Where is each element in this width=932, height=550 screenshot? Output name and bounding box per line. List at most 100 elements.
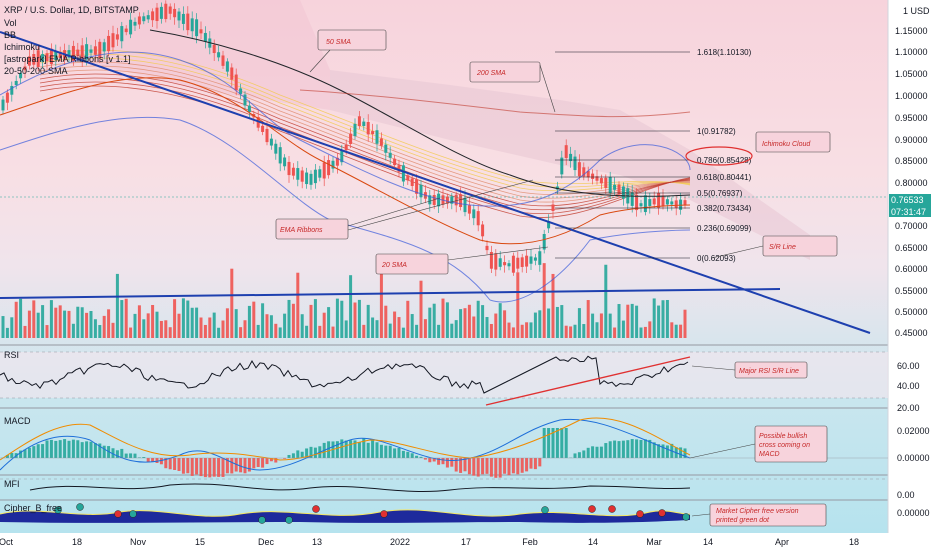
macd-bar — [635, 439, 639, 458]
indicator-sma[interactable]: 20-50-200-SMA — [4, 66, 68, 76]
callout-rsi-sr[interactable]: Major RSI S/R Line — [691, 361, 808, 379]
volume-bar — [617, 304, 621, 338]
indicator-bb[interactable]: BB — [4, 30, 16, 40]
candle-body — [406, 175, 410, 181]
callout-ichimoku[interactable]: Ichimoku Cloud — [755, 131, 831, 153]
candle-body — [437, 193, 441, 207]
volume-bar — [472, 316, 476, 338]
volume-bar — [441, 298, 445, 338]
indicator-ichimoku[interactable]: Ichimoku — [4, 42, 40, 52]
candle-body — [335, 157, 339, 166]
ema-ribbon-line — [39, 81, 691, 215]
macd-bar — [177, 458, 181, 471]
callout-sr-line[interactable]: S/R Line — [711, 235, 838, 259]
candle-body — [239, 88, 243, 94]
macd-bar — [340, 439, 344, 458]
callout-ema-ribbons[interactable]: EMA Ribbons — [275, 179, 534, 240]
candle-body — [349, 133, 353, 144]
candle-body — [49, 48, 53, 65]
volume-bar — [657, 305, 661, 338]
callout-200-sma[interactable]: 200 SMA — [469, 61, 556, 113]
symbol-title[interactable]: XRP / U.S. Dollar, 1D, BITSTAMP — [4, 5, 139, 15]
volume-bar — [665, 299, 669, 338]
volume-bar — [199, 317, 203, 338]
ichimoku-cloud-early — [60, 0, 330, 110]
macd-bar — [269, 458, 273, 462]
volume-bar — [296, 272, 300, 338]
macd-label[interactable]: MACD — [4, 416, 31, 426]
volume-bar — [529, 322, 533, 338]
macd-bar — [296, 450, 300, 458]
cipher-label[interactable]: Cipher_B_free — [4, 503, 62, 513]
candle-body — [274, 143, 278, 154]
macd-bar — [239, 458, 243, 473]
fib-label: 1(0.91782) — [697, 127, 736, 136]
candle-body — [23, 66, 27, 71]
callout-sr-line-text: S/R Line — [769, 244, 796, 251]
candle-body — [683, 200, 687, 205]
candle-body — [652, 198, 656, 205]
macd-bar — [291, 453, 295, 458]
macd-bar — [221, 458, 225, 477]
candle-body — [428, 195, 432, 205]
macd-bar — [58, 440, 62, 458]
candle-body — [190, 18, 194, 32]
candle-body — [217, 52, 221, 58]
macd-bar — [173, 458, 177, 470]
ichimoku-cloud — [330, 70, 810, 260]
macd-bar — [23, 449, 27, 458]
volume-bar — [261, 303, 265, 338]
support-trendline[interactable] — [0, 288, 781, 299]
candle-body — [195, 19, 199, 37]
candle-body — [155, 7, 159, 22]
countdown-tag — [889, 206, 931, 217]
callout-cipher-text: Market Cipher free version printed green… — [715, 508, 800, 524]
candle-body — [269, 138, 273, 146]
macd-bar — [511, 458, 515, 474]
indicator-vol[interactable]: Vol — [4, 18, 17, 28]
time-tick: 14 — [703, 537, 713, 547]
macd-bar — [366, 442, 370, 458]
rsi-tick: 60.00 — [897, 361, 920, 371]
volume-bar — [252, 301, 256, 338]
candle-body — [93, 46, 97, 55]
macd-bar — [349, 440, 353, 458]
candle-body — [582, 167, 586, 177]
mfi-label[interactable]: MFI — [4, 479, 20, 489]
macd-signal-line — [0, 417, 691, 461]
macd-bar — [199, 458, 203, 477]
volume-bar — [225, 308, 229, 338]
volume-bar — [265, 314, 269, 338]
candle-body — [489, 252, 493, 269]
callout-20-sma[interactable]: 20 SMA — [375, 246, 549, 275]
macd-bar — [67, 440, 71, 458]
volume-bar — [5, 327, 9, 338]
indicator-ema-ribbons[interactable]: [astropark] EMA Ribbons [v 1.1] — [4, 54, 131, 64]
cipher-dot — [682, 513, 690, 521]
descending-trendline[interactable] — [0, 31, 871, 334]
candle-body — [665, 199, 669, 205]
macd-tick: 0.02000 — [897, 426, 930, 436]
macd-bar — [305, 448, 309, 458]
candle-body — [344, 145, 348, 151]
candle-body — [133, 21, 137, 26]
macd-bar — [547, 428, 551, 458]
fibonacci-retracement[interactable]: 1.618(1.10130) 1(0.91782) 0.786(0.85428) 0.… — [555, 48, 752, 263]
rsi-label[interactable]: RSI — [4, 350, 19, 360]
volume-bar — [247, 305, 251, 338]
callout-macd[interactable]: Possible bullish cross coming on MACD — [689, 425, 828, 463]
callout-50-sma[interactable]: 50 SMA — [309, 29, 387, 73]
cipher-tick: 0.00000 — [897, 508, 930, 518]
volume-bar — [155, 311, 159, 338]
rsi-sr-trendline[interactable] — [485, 356, 691, 406]
candle-body — [599, 178, 603, 184]
volume-bar — [353, 302, 357, 338]
macd-bar — [247, 458, 251, 472]
callout-cipher[interactable]: Market Cipher free version printed green… — [691, 503, 827, 527]
macd-bar — [621, 440, 625, 458]
macd-bar — [98, 443, 102, 458]
volume-bar — [507, 322, 511, 338]
candle-body — [85, 44, 89, 60]
